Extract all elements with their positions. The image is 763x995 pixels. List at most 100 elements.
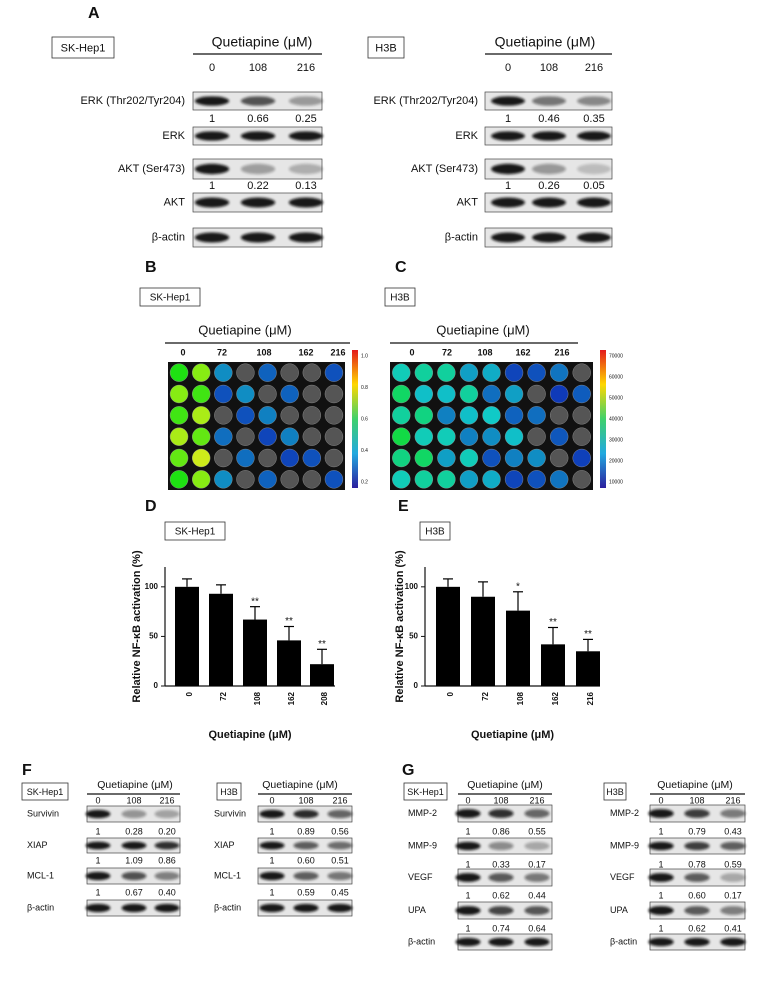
well [527,406,546,425]
bar [175,586,199,686]
panel-letter: B [145,259,157,276]
panel-letter: G [402,762,414,779]
blot-band [524,906,550,915]
dose-label: 0 [209,62,215,74]
colorbar-tick-label: 1.0 [361,353,368,359]
quant-label: 0.64 [528,923,546,933]
well [192,406,211,425]
well [214,406,233,425]
well [258,427,277,446]
blot-band [259,809,285,819]
protein-label: MMP-2 [610,808,639,818]
blot-band [488,873,514,882]
well [504,427,524,446]
blot-band [577,197,611,208]
well [236,427,255,446]
dose-label: 216 [332,795,347,805]
blot-band [455,809,481,818]
colorbar-tick-label: 30000 [609,437,623,443]
colorbar [352,350,358,488]
cell-line-label: SK-Hep1 [27,787,64,797]
well [437,406,456,425]
well [504,448,524,468]
well [192,363,211,382]
quant-label: 1 [95,826,100,836]
well [302,427,321,446]
well [459,363,479,382]
well [459,406,479,425]
protein-label: β-actin [214,902,241,912]
cell-line-box [603,782,627,801]
quant-label: 0.51 [331,855,349,865]
panel-letter: A [88,5,100,22]
x-tick-label: 72 [481,691,490,700]
quant-label: 0.20 [158,826,176,836]
blot-band [720,937,746,947]
blot-band [488,841,514,851]
blot-band [259,871,285,881]
quant-label: 0.74 [492,923,510,933]
well [482,363,501,382]
blot-band [648,841,674,851]
blot-band [240,232,276,243]
y-axis-label: Relative NF-κB activation (%) [394,550,406,703]
well [192,384,211,404]
x-tick-label: 108 [516,691,525,705]
colorbar-tick-label: 0.6 [361,416,368,422]
blot-band [293,809,319,819]
well [324,448,344,468]
y-tick-label: 50 [409,632,418,641]
blot-band [240,163,276,175]
well [437,448,456,468]
dose-label: 0 [465,795,470,805]
well [192,470,211,489]
dose-label: 162 [515,347,530,357]
blot-header: Quetiapine (μM) [467,779,543,791]
quant-label: 0.55 [528,826,546,836]
significance-label: ** [285,616,293,627]
well [192,427,211,446]
well [258,384,277,404]
bar [506,610,530,686]
well [414,406,433,425]
dose-label: 216 [297,62,315,74]
blot-band [524,937,550,947]
blot-band [154,871,180,881]
quant-label: 0.60 [688,890,706,900]
well [392,448,411,468]
plate-header: Quetiapine (μM) [436,322,529,337]
blot-band [684,937,710,947]
colorbar-tick-label: 0.2 [361,479,368,485]
significance-label: ** [584,629,592,640]
blot-band [648,906,674,915]
quant-label: 0.05 [583,180,604,192]
blot-band [327,903,353,913]
protein-label: β-actin [152,231,185,243]
protein-label: XIAP [27,840,48,850]
well [550,406,569,425]
dose-label: 216 [725,795,740,805]
quant-label: 1 [658,923,663,933]
x-tick-label: 216 [586,691,595,705]
quant-label: 1 [95,887,100,897]
well [482,448,501,468]
panel-letter: D [145,498,157,515]
cell-line-box [419,521,451,541]
blot-band [85,903,111,913]
significance-label: ** [549,617,557,628]
blot-band [194,232,230,243]
quant-label: 0.59 [724,859,742,869]
well [550,448,569,468]
quant-label: 0.43 [724,826,742,836]
dose-label: 108 [126,795,141,805]
blot-band [524,809,550,818]
blot-band [577,131,611,141]
x-axis-label: Quetiapine (μM) [208,729,291,741]
quant-label: 1 [505,113,511,125]
well [550,384,569,404]
well [572,470,591,489]
cell-line-label: H3B [606,787,624,797]
y-tick-label: 100 [405,582,419,591]
blot-band [488,809,514,818]
blot-band [194,163,230,175]
